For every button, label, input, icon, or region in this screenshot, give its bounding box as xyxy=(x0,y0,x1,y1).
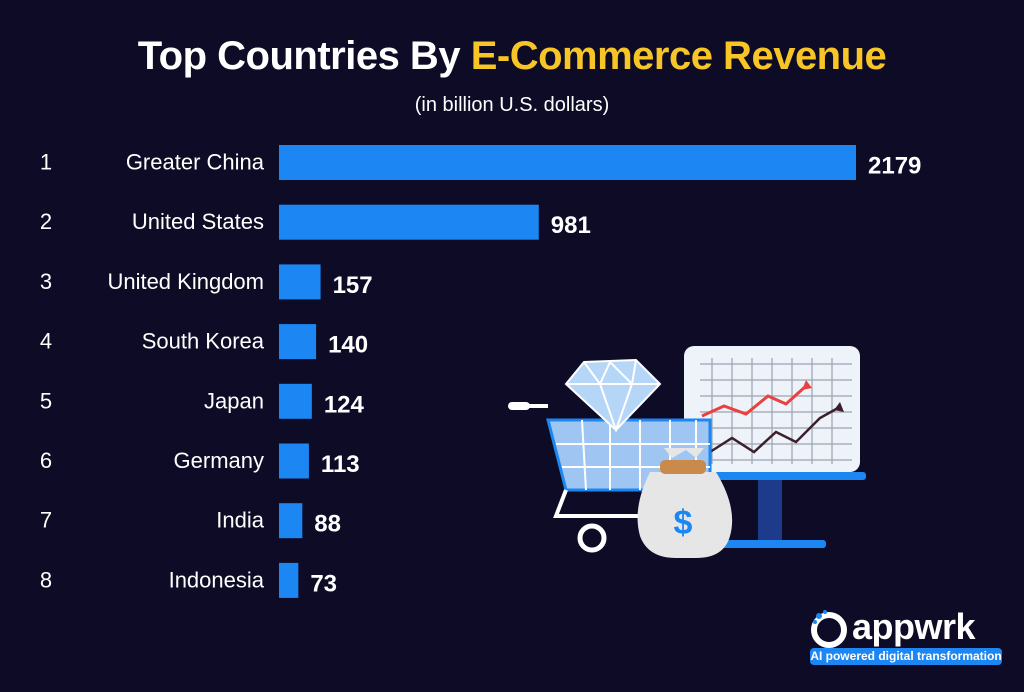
rank-label: 2 xyxy=(40,209,52,234)
bar xyxy=(279,383,312,419)
chart-subtitle: (in billion U.S. dollars) xyxy=(414,94,610,116)
bar xyxy=(279,264,321,300)
diamond-icon xyxy=(564,358,662,434)
bar xyxy=(279,503,303,539)
value-label: 88 xyxy=(314,511,341,538)
rank-label: 1 xyxy=(40,150,52,175)
category-label: United Kingdom xyxy=(107,269,264,294)
rank-label: 5 xyxy=(40,388,52,413)
dollar-sign: $ xyxy=(674,504,693,542)
rank-label: 6 xyxy=(40,448,52,473)
bar-chart: 1 Greater China 2179 2 United States 981 3 Unit… xyxy=(40,145,921,598)
value-label: 73 xyxy=(310,570,337,597)
rank-label: 8 xyxy=(40,567,52,592)
chart-title: Top Countries By E-Commerce Revenue xyxy=(0,34,1024,79)
appwrk-logo-icon xyxy=(811,610,847,648)
category-label: India xyxy=(216,508,264,533)
brand-tagline: AI powered digital transformation xyxy=(810,648,1002,665)
value-label: 157 xyxy=(333,272,373,299)
category-label: Germany xyxy=(174,448,264,473)
title-main: Top Countries By xyxy=(137,34,461,78)
rank-label: 7 xyxy=(40,508,52,533)
bar xyxy=(279,443,309,479)
brand-name: appwrk xyxy=(852,606,976,647)
title-accent: E-Commerce Revenue xyxy=(470,34,887,78)
bar xyxy=(279,324,317,360)
rank-label: 4 xyxy=(40,329,52,354)
brand-logo: appwrk AI powered digital transformation xyxy=(808,604,1004,666)
category-label: South Korea xyxy=(142,329,265,354)
category-label: Indonesia xyxy=(169,567,265,592)
bar xyxy=(279,204,539,240)
money-bag-icon: $ xyxy=(637,448,733,558)
value-label: 113 xyxy=(321,451,360,478)
value-label: 981 xyxy=(551,212,591,239)
bar xyxy=(279,562,299,598)
category-label: United States xyxy=(132,209,264,234)
value-label: 140 xyxy=(328,332,368,359)
category-label: Japan xyxy=(204,388,264,413)
category-label: Greater China xyxy=(126,150,265,175)
ecommerce-illustration: $ xyxy=(508,346,866,558)
value-label: 2179 xyxy=(868,153,921,180)
value-label: 124 xyxy=(324,391,365,418)
bar xyxy=(279,145,856,180)
rank-label: 3 xyxy=(40,269,52,294)
